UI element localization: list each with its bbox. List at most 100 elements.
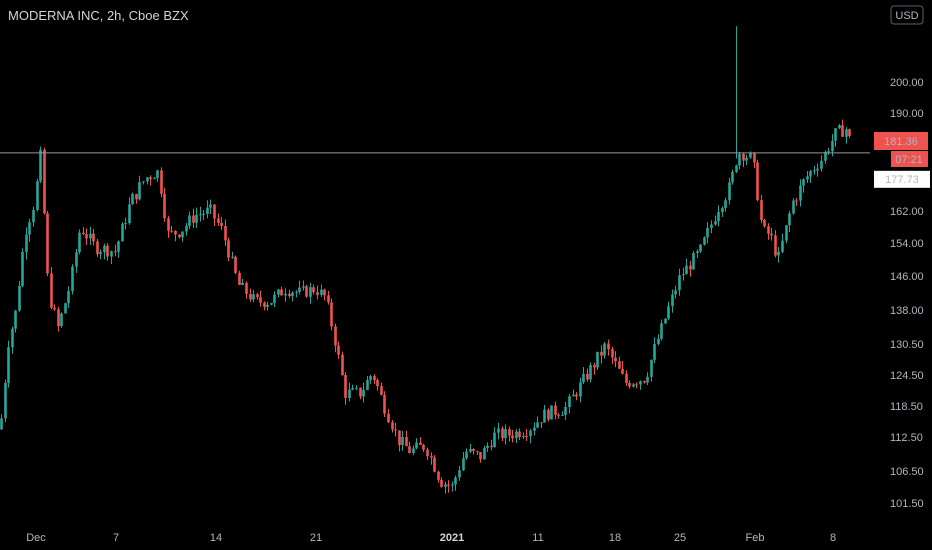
price-scale[interactable]: 200.00190.00181.3607:21170.00162.00154.0… bbox=[874, 77, 930, 510]
candle-body bbox=[266, 304, 269, 307]
candle-body bbox=[809, 171, 812, 177]
candle-body bbox=[611, 349, 614, 358]
candle-body bbox=[50, 273, 53, 308]
candle-body bbox=[25, 234, 28, 253]
candle-body bbox=[422, 444, 425, 450]
candle-body bbox=[181, 231, 184, 238]
candle-body bbox=[721, 208, 724, 213]
candle-body bbox=[472, 449, 475, 452]
candle-body bbox=[302, 286, 305, 288]
candle-body bbox=[380, 386, 383, 395]
candle-body bbox=[408, 446, 411, 454]
candle-body bbox=[71, 266, 74, 292]
candle-body bbox=[703, 237, 706, 245]
candle-body bbox=[252, 294, 255, 300]
price-tick-label: 154.00 bbox=[890, 238, 924, 250]
candle-body bbox=[767, 226, 770, 234]
candle-body bbox=[820, 160, 823, 169]
candle-body bbox=[777, 251, 780, 256]
candle-body bbox=[653, 344, 656, 360]
price-tick-label: 112.50 bbox=[890, 432, 923, 444]
candle-body bbox=[202, 213, 205, 215]
candle-body bbox=[124, 223, 127, 225]
candle-body bbox=[841, 125, 844, 137]
candle-body bbox=[231, 256, 234, 258]
candle-body bbox=[320, 289, 323, 295]
candle-body bbox=[632, 384, 635, 387]
crosshair-price-label: 177.73 bbox=[885, 174, 919, 186]
price-tick-label: 101.50 bbox=[890, 498, 924, 510]
candle-body bbox=[596, 351, 599, 368]
candle-body bbox=[220, 222, 223, 227]
time-tick-label: 2021 bbox=[440, 532, 464, 544]
candle-body bbox=[529, 430, 532, 437]
candle-body bbox=[369, 376, 372, 381]
candle-body bbox=[227, 240, 230, 258]
candle-body bbox=[387, 413, 390, 423]
candle-body bbox=[117, 241, 120, 252]
time-tick-label: Dec bbox=[26, 532, 46, 544]
candle-body bbox=[753, 152, 756, 163]
candle-body bbox=[802, 179, 805, 186]
candle-body bbox=[444, 484, 447, 487]
candle-body bbox=[89, 233, 92, 239]
candle-body bbox=[646, 376, 649, 383]
candle-body bbox=[671, 294, 674, 307]
candle-body bbox=[280, 289, 283, 296]
candle-body bbox=[536, 422, 539, 428]
candle-body bbox=[689, 265, 692, 270]
candle-body bbox=[64, 303, 67, 314]
candle-body bbox=[824, 152, 827, 161]
candle-body bbox=[146, 177, 149, 182]
candle-body bbox=[405, 436, 408, 447]
candle-body bbox=[437, 471, 440, 480]
candle-body bbox=[568, 396, 571, 408]
candle-body bbox=[383, 394, 386, 414]
candle-body bbox=[674, 290, 677, 295]
candle-body bbox=[18, 285, 21, 311]
candle-body bbox=[827, 151, 830, 153]
candle-body bbox=[259, 297, 262, 303]
candle-body bbox=[394, 429, 397, 431]
candle-body bbox=[682, 274, 685, 276]
candle-body bbox=[515, 431, 518, 439]
candle-body bbox=[57, 309, 60, 327]
last-price-label: 181.36 bbox=[884, 136, 918, 148]
candle-body bbox=[156, 170, 159, 179]
candle-body bbox=[312, 287, 315, 293]
candle-body bbox=[263, 302, 266, 307]
candle-body bbox=[650, 359, 653, 377]
candle-body bbox=[121, 224, 124, 242]
candle-body bbox=[295, 291, 298, 293]
candle-body bbox=[792, 200, 795, 214]
candle-body bbox=[213, 204, 216, 219]
candle-body bbox=[845, 129, 848, 137]
time-scale[interactable]: Dec 7 14 21 2021 11 18 25 Feb 8 bbox=[26, 532, 836, 544]
candle-body bbox=[497, 428, 500, 433]
currency-button[interactable]: USD bbox=[890, 5, 924, 25]
candle-body bbox=[639, 381, 642, 385]
candle-body bbox=[696, 251, 699, 254]
candle-body bbox=[554, 405, 557, 415]
candle-body bbox=[4, 382, 7, 419]
candle-body bbox=[60, 313, 63, 327]
price-tick-label: 162.00 bbox=[890, 206, 924, 218]
candle-body bbox=[749, 152, 752, 158]
candle-body bbox=[114, 251, 117, 253]
candle-body bbox=[493, 432, 496, 448]
candle-body bbox=[11, 328, 14, 348]
candle-body bbox=[106, 245, 109, 257]
candle-body bbox=[206, 207, 209, 214]
symbol-title[interactable]: MODERNA INC, 2h, Cboe BZX bbox=[8, 8, 189, 23]
candle-body bbox=[469, 449, 472, 452]
candle-body bbox=[85, 234, 88, 239]
candle-body bbox=[362, 389, 365, 397]
candle-body bbox=[209, 204, 212, 208]
price-tick-label: 124.50 bbox=[890, 370, 924, 382]
candle-body bbox=[43, 149, 46, 214]
candle-body bbox=[178, 234, 181, 238]
countdown-box bbox=[891, 151, 928, 167]
candle-body bbox=[621, 368, 624, 374]
